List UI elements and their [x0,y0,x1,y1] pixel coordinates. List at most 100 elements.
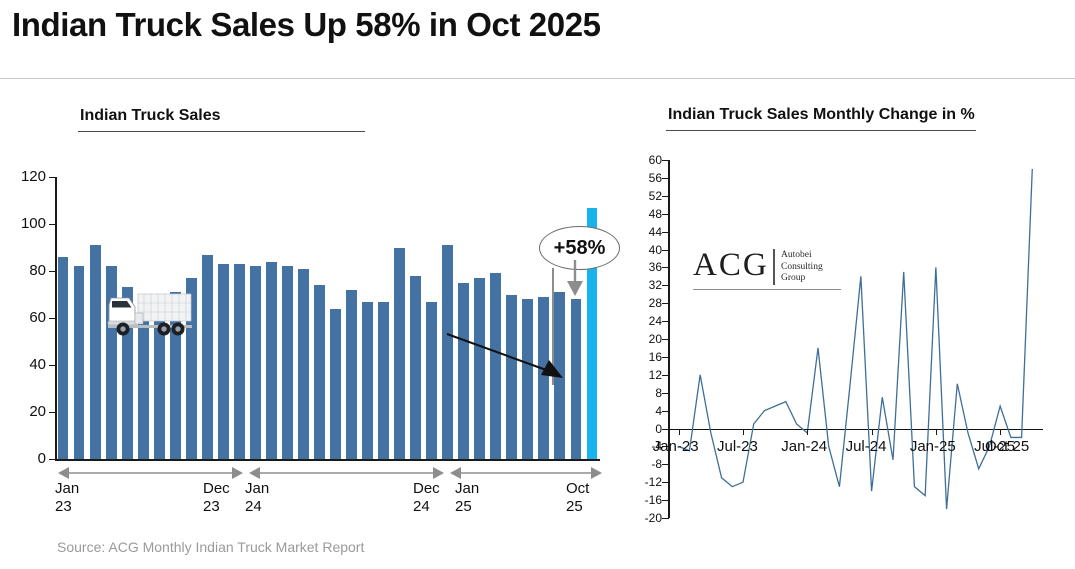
line-chart-plot-area [668,160,1043,518]
bar-y-tick [49,318,57,319]
line-y-tick [662,392,669,394]
bar-mar-23 [89,245,101,459]
truck-illustration [107,293,192,336]
bar-mar-25 [474,278,486,459]
bar-y-tick-label: 20 [29,403,46,420]
bar-nov-23 [217,263,229,459]
line-y-tick [662,195,669,197]
bar-aug-23 [169,292,181,459]
line-y-tick-label: 12 [648,367,662,382]
bar-chart-title: Indian Truck Sales [80,107,221,124]
line-x-tick-label: Jul-23 [717,437,758,455]
line-chart-panel: Indian Truck Sales Monthly Change in % [630,90,1075,569]
bar-chart-y-axis-labels: 0 20 40 60 80 100 120 [0,168,46,467]
line-y-tick-label: 16 [648,349,662,364]
range-arrow-2024 [249,467,444,479]
trend-pointer-arrow-icon [446,333,563,378]
bar-chart-panel: Indian Truck Sales 0 20 40 60 80 100 120 [0,90,630,569]
header-divider [0,78,1075,79]
acg-logo-mark: ACG [693,247,769,283]
bar-jan-23 [57,256,69,459]
bar-dec-24 [426,301,438,459]
line-x-tick-label: Jan-23 [652,437,699,455]
line-x-tick-label: Jan-25 [909,437,956,455]
bar-jan-24 [249,266,261,459]
line-y-tick [662,285,669,287]
line-y-tick [662,482,669,484]
bar-jun-23 [137,296,149,459]
bar-feb-25 [458,282,470,459]
callout-down-arrow-icon [567,260,583,296]
line-y-tick-label: -12 [644,475,662,490]
line-x-tick [678,428,680,435]
bar-chart-title-underline [78,131,365,132]
line-x-tick [743,428,744,435]
bar-oct-24 [394,247,406,459]
bar-y-tick [49,412,57,413]
line-y-tick [662,374,669,376]
bar-chart-x-axis [55,459,600,461]
page-title: Indian Truck Sales Up 58% in Oct 2025 [12,6,601,43]
line-y-tick [662,213,669,215]
line-y-tick [662,446,669,448]
bar-nov-24 [410,275,422,459]
line-y-tick-label: 52 [648,188,662,203]
line-y-tick [662,410,669,412]
x-label-dec-23: Dec 23 [203,480,230,515]
x-label-oct-25: Oct 25 [566,480,590,515]
line-y-tick [662,231,669,233]
bar-jan-25 [442,245,454,459]
x-label-jan-24: Jan 24 [245,480,270,515]
bar-y-tick [49,365,57,366]
line-y-tick [662,464,669,466]
line-y-tick-label: 0 [655,421,662,436]
line-y-tick-label: -16 [644,493,662,508]
line-y-tick [662,267,669,269]
line-y-tick-label: 8 [655,385,662,400]
line-y-tick [662,177,669,179]
monthly-change-line [678,168,1033,510]
bar-y-tick [49,271,57,272]
line-x-tick [807,428,809,435]
line-y-tick [662,303,669,305]
bar-sep-23 [185,278,197,459]
line-chart-title-underline [666,130,976,131]
bar-y-tick [49,177,57,178]
x-label-dec-24: Dec 24 [413,480,440,515]
acg-logo-subtext: Autobei Consulting Group [781,250,823,285]
x-label-jan-23: Jan 23 [55,480,80,515]
line-y-tick-label: 32 [648,278,662,293]
line-y-tick-label: -8 [651,457,662,472]
bar-feb-23 [73,266,85,459]
bar-y-tick [49,224,57,225]
bar-y-tick-label: 80 [29,262,46,279]
line-y-tick-label: 44 [648,224,662,239]
line-y-tick-label: -20 [644,511,662,525]
line-y-tick [662,356,669,358]
line-y-tick-label: 28 [648,296,662,311]
range-arrow-2023 [58,467,243,479]
line-y-tick-label: 56 [648,170,662,185]
line-chart-y-axis-labels: -20 -16 -12 -8 -4 0 4 8 12 16 20 24 28 32 36 40 44 48 52 56… [630,153,662,525]
growth-callout-badge: +58% [539,226,620,270]
bar-y-tick [49,459,57,460]
acg-logo-line1: Autobei [781,250,812,260]
acg-logo: ACG Autobei Consulting Group [693,247,841,299]
bar-y-tick-label: 120 [20,168,46,185]
bar-dec-23 [233,263,245,459]
line-y-tick [662,160,669,161]
line-y-tick-label: -4 [651,439,662,454]
line-y-tick-label: 48 [648,206,662,221]
acg-logo-divider [773,249,775,285]
bar-mar-24 [281,266,293,459]
acg-logo-line2: Consulting [781,261,823,272]
line-y-tick-label: 24 [648,314,662,329]
bar-may-23 [121,287,133,459]
line-y-tick-label: 36 [648,260,662,275]
bar-apr-24 [298,268,309,459]
source-note: Source: ACG Monthly Indian Truck Market … [57,539,365,555]
bar-jun-24 [330,308,341,459]
bar-sep-25 [570,299,582,459]
bar-may-24 [314,285,325,459]
line-x-tick-label-end: Oct 25 [985,437,1030,455]
